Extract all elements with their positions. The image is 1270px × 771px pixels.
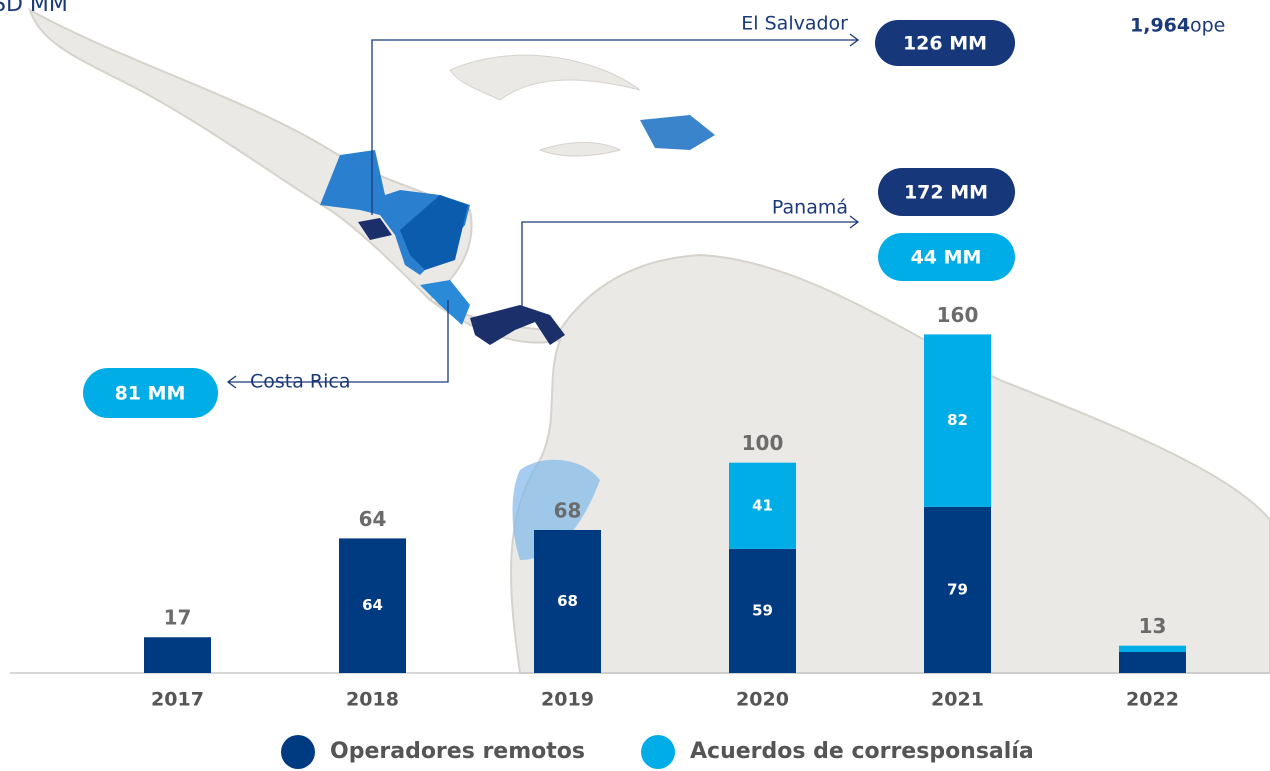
bar-segment [144,637,211,673]
pill [878,168,1015,216]
bar-segment [534,529,601,673]
callout [226,33,860,389]
total-label: 17 [164,606,192,630]
total-label: 100 [742,431,784,455]
pill-label: 126 MM [903,33,987,55]
country-label: Costa Rica [250,371,351,393]
legend-label: Acuerdos de corresponsalía [690,739,1034,764]
total-label: 160 [937,303,979,327]
segment-label: 79 [947,580,968,598]
segment-label: 68 [557,592,578,610]
legend-swatch [641,735,675,769]
total-label: 13 [1139,614,1167,638]
total-label: 68 [554,498,582,522]
segment-label: 82 [947,411,968,429]
pill [878,233,1015,281]
total-ops: 1,964 [1130,15,1190,37]
legend-swatch [281,735,315,769]
x-tick-label: 2019 [541,689,594,711]
x-tick-label: 2021 [931,689,984,711]
bar-segment [729,548,796,673]
pill-label: 172 MM [904,182,988,204]
bar-segment [1119,645,1186,652]
bar-segment [339,538,406,673]
pill-label: 81 MM [115,383,186,405]
x-tick-label: 2017 [151,689,204,711]
cut-label: SD MM [0,0,68,17]
bar-segment [924,506,991,673]
segment-label: 41 [752,496,773,514]
x-tick-label: 2020 [736,689,789,711]
bar-segment [924,334,991,507]
legend-label: Operadores remotos [330,739,585,764]
pill [875,20,1015,66]
country-label: Panamá [772,197,848,219]
total-ops-text: ope [1190,15,1225,37]
segment-label: 59 [752,601,773,619]
x-tick-label: 2018 [346,689,399,711]
segment-label: 64 [362,596,383,614]
total-label: 64 [359,507,387,531]
bar-segment [729,462,796,549]
pill-label: 44 MM [911,247,982,269]
map [28,7,1270,674]
x-tick-label: 2022 [1126,689,1179,711]
pill [83,368,218,418]
bar-segment [1119,651,1186,673]
country-label: El Salvador [741,13,848,35]
